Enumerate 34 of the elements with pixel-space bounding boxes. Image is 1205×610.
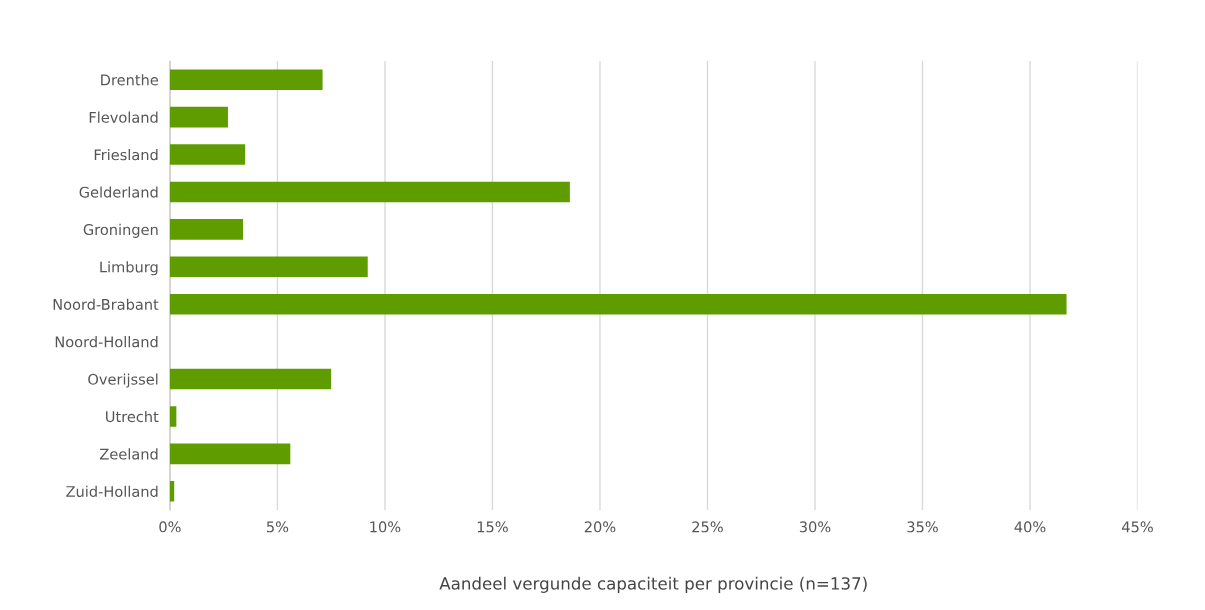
y-tick-label: Overijssel [88,373,158,388]
bar [169,256,368,278]
bar [169,443,291,465]
x-tick-label: 5% [266,521,289,533]
bar [169,181,570,203]
bar [169,144,246,165]
x-tick-label: 45% [1122,521,1153,533]
x-tick-label: 0% [159,521,181,533]
y-tick-label: Flevoland [89,111,158,123]
x-tick-label: 15% [477,521,508,533]
x-axis-title: Aandeel vergunde capaciteit per provincie (n=137) [439,576,867,593]
y-tick-label: Friesland [94,148,158,161]
y-tick-label: Limburg [100,261,158,276]
bar [169,219,244,240]
x-tick-label: 20% [584,521,616,533]
y-tick-label: Zeeland [100,448,158,460]
y-tick-label: Groningen [83,223,158,238]
y-tick-label: Zuid-Holland [66,485,158,497]
bar [169,69,323,90]
bar [169,368,332,390]
y-tick-label: Noord-Brabant [53,298,159,310]
x-tick-label: 30% [799,521,831,533]
y-tick-label: Utrecht [106,410,159,423]
x-tick-label: 35% [907,521,938,533]
bar [169,293,1067,315]
bar [169,480,175,502]
y-tick-label: Gelderland [79,186,158,198]
y-tick-label: Drenthe [101,74,159,86]
x-tick-label: 40% [1014,521,1046,533]
x-tick-label: 10% [370,521,401,533]
y-tick-label: Noord-Holland [55,336,158,348]
x-tick-label: 25% [692,521,723,533]
bar [169,106,228,128]
bar [169,406,177,427]
